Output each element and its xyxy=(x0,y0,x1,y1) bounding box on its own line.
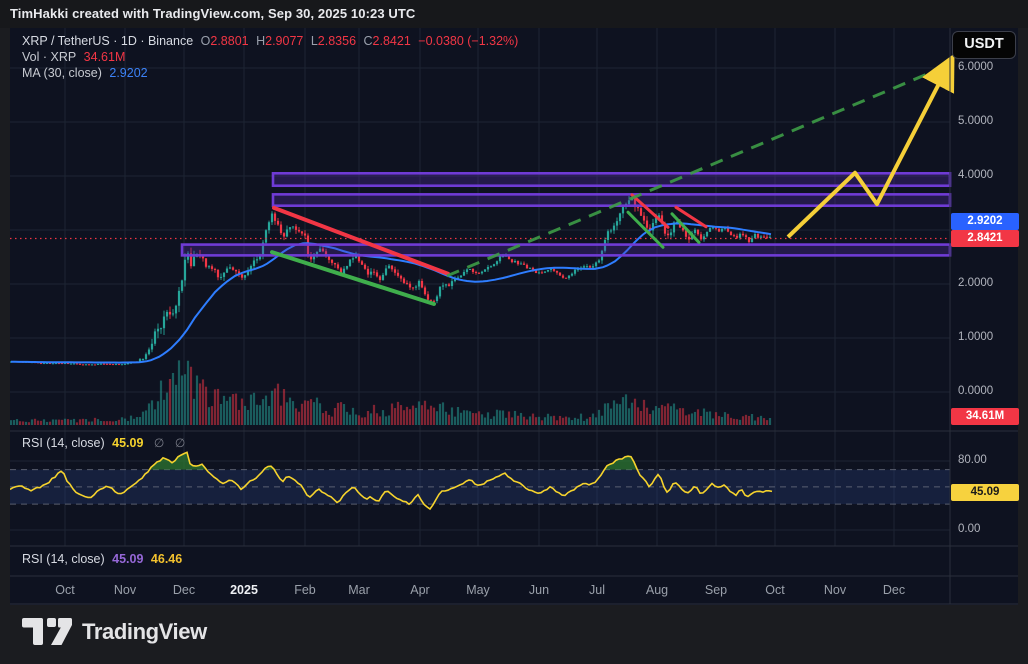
rsi-settings-icon[interactable]: ∅ xyxy=(174,436,186,450)
time-axis-label: May xyxy=(466,583,490,597)
attribution-bar: TimHakki created with TradingView.com, S… xyxy=(0,0,1028,28)
price-tick-label: 6.0000 xyxy=(958,61,994,73)
volume-value: 34.61M xyxy=(83,50,126,64)
volume-label: Vol · XRP xyxy=(22,50,77,64)
rsi-tick-label: 0.00 xyxy=(958,523,981,535)
supply-band xyxy=(271,193,952,208)
time-axis-label: Apr xyxy=(410,583,430,597)
time-axis-label: 2025 xyxy=(230,583,258,597)
time-axis-label: Feb xyxy=(294,583,316,597)
symbol-title: XRP / TetherUS · 1D · Binance xyxy=(22,34,194,48)
tradingview-logo-text: TradingView xyxy=(82,619,207,644)
time-axis-label: Oct xyxy=(55,583,75,597)
price-tick-label: 0.0000 xyxy=(958,385,994,397)
time-axis-label: Mar xyxy=(348,583,370,597)
rsi2-value-2: 46.46 xyxy=(150,552,183,566)
symbol-legend[interactable]: XRP / TetherUS · 1D · Binance O2.8801 H2… xyxy=(22,34,522,49)
volume-bars xyxy=(10,360,772,425)
currency-toggle-button[interactable]: USDT xyxy=(952,31,1016,59)
attribution-text: TimHakki created with TradingView.com, S… xyxy=(10,6,416,21)
tradingview-logo[interactable]: TradingView xyxy=(22,618,207,646)
tradingview-logo-mark xyxy=(22,618,72,645)
chart-widget[interactable]: XRP / TetherUS · 1D · Binance O2.8801 H2… xyxy=(10,28,1019,605)
time-axis-label: Jul xyxy=(589,583,605,597)
trendline-green xyxy=(626,210,665,249)
price-axis-badge: 2.8421 xyxy=(951,230,1019,247)
ohlc-close-letter: C xyxy=(363,34,373,48)
time-axis-label: Dec xyxy=(172,583,196,597)
price-axis-badge: 34.61M xyxy=(951,408,1019,425)
time-axis-label: Sep xyxy=(704,583,728,597)
ohlc-high-letter: H xyxy=(256,34,266,48)
time-axis-label: Oct xyxy=(765,583,785,597)
price-axis-badge: 45.09 xyxy=(951,484,1019,501)
price-tick-label: 5.0000 xyxy=(958,115,994,127)
ma30-line xyxy=(11,222,772,364)
time-axis-label: Nov xyxy=(823,583,847,597)
ohlc-change-value: −0.0380 (−1.32%) xyxy=(418,34,519,48)
rsi-line xyxy=(10,451,773,511)
volume-legend[interactable]: Vol · XRP 34.61M xyxy=(22,50,129,65)
ohlc-open-value: 2.8801 xyxy=(210,34,249,48)
ma-label: MA (30, close) xyxy=(22,66,102,80)
rsi-value: 45.09 xyxy=(112,436,144,450)
ohlc-high-value: 2.9077 xyxy=(265,34,304,48)
supply-band xyxy=(180,243,952,257)
price-projection-line xyxy=(786,53,955,239)
trendline-green xyxy=(670,212,701,244)
ohlc-close-value: 2.8421 xyxy=(372,34,411,48)
dashed-uptrend-line xyxy=(446,63,949,278)
rsi2-legend[interactable]: RSI (14, close) 45.09 46.46 xyxy=(22,552,186,567)
ma-value: 2.9202 xyxy=(109,66,148,80)
rsi-legend[interactable]: RSI (14, close) 45.09 ∅ ∅ xyxy=(22,436,189,451)
trendline-red xyxy=(630,193,670,229)
rsi-tick-label: 80.00 xyxy=(958,454,987,466)
rsi-hide-icon[interactable]: ∅ xyxy=(153,436,165,450)
footer-bar: TradingView xyxy=(0,605,1028,664)
rsi-pane xyxy=(10,451,950,511)
rsi-zone xyxy=(10,469,950,505)
ma-legend[interactable]: MA (30, close) 2.9202 xyxy=(22,66,152,81)
ohlc-open-letter: O xyxy=(200,34,211,48)
ohlc-low-value: 2.8356 xyxy=(317,34,357,48)
trendline-red xyxy=(272,205,450,276)
time-axis-label: Jun xyxy=(528,583,550,597)
gridlines xyxy=(10,28,950,546)
price-tick-label: 2.0000 xyxy=(958,277,994,289)
price-chart-canvas[interactable] xyxy=(10,28,1018,605)
rsi-label: RSI (14, close) xyxy=(22,436,105,450)
price-tick-label: 1.0000 xyxy=(958,331,994,343)
ohlc-low-letter: L xyxy=(310,34,318,48)
time-axis-label: Nov xyxy=(113,583,137,597)
price-tick-label: 4.0000 xyxy=(958,169,994,181)
time-axis-label: Aug xyxy=(645,583,669,597)
trendline-red xyxy=(674,205,708,229)
time-axis-label: Dec xyxy=(882,583,906,597)
price-axis-badge: 2.9202 xyxy=(951,213,1019,230)
trendline-green xyxy=(270,250,436,306)
rsi2-value-1: 45.09 xyxy=(112,552,144,566)
rsi2-label: RSI (14, close) xyxy=(22,552,105,566)
